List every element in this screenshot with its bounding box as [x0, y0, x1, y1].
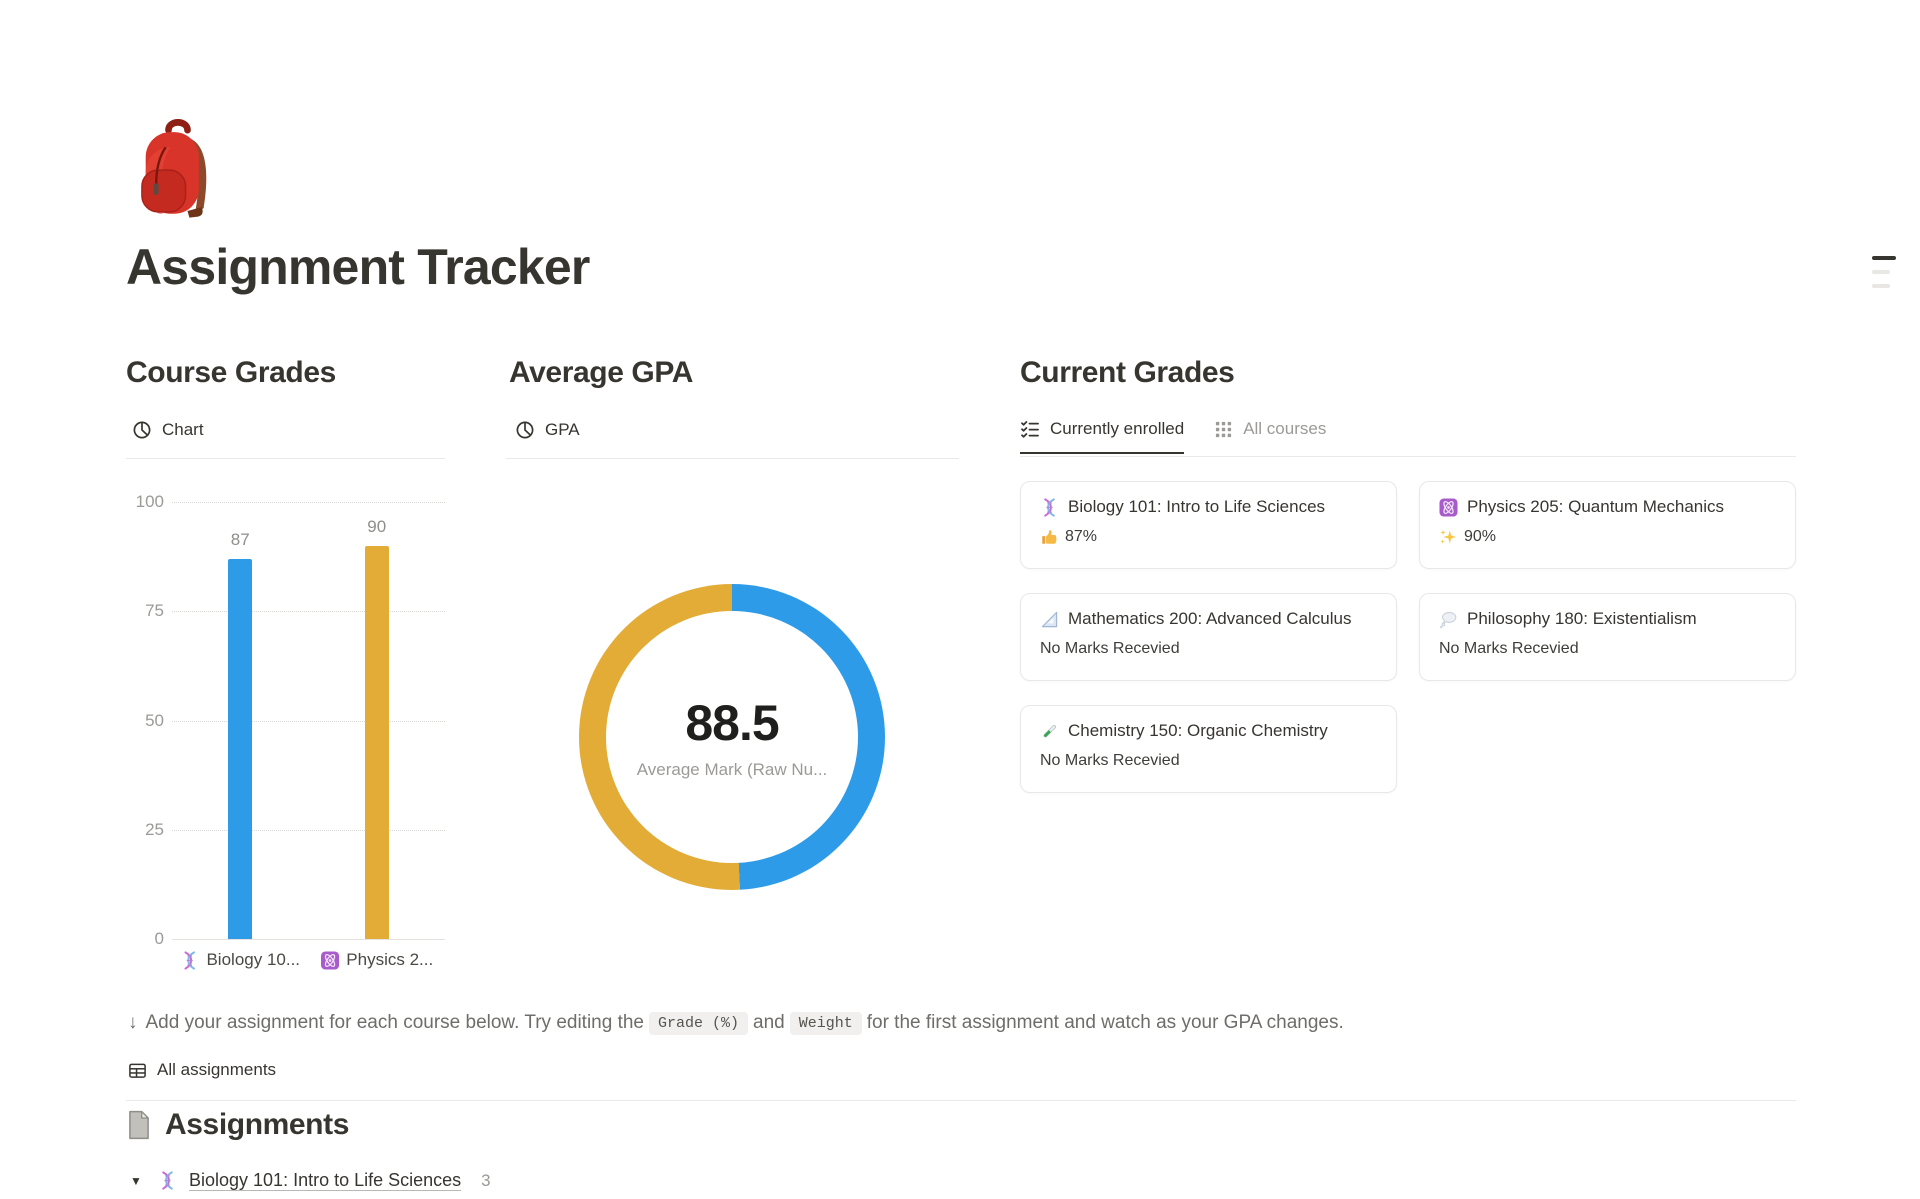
y-tick-label: 100	[135, 492, 164, 511]
x-tick-label: Physics 2...	[346, 950, 434, 969]
course-card-title: Chemistry 150: Organic Chemistry	[1040, 721, 1377, 741]
divider	[126, 1100, 1796, 1101]
bar-value-label: 90	[367, 516, 387, 536]
y-axis-ticks: 100 75 50 25 0	[126, 492, 164, 948]
course-card-grade: No Marks Recevied	[1040, 752, 1180, 769]
gridline	[172, 939, 445, 940]
group-count: 3	[481, 1170, 491, 1190]
tab-currently-enrolled[interactable]: Currently enrolled	[1020, 419, 1185, 454]
course-card-grade: No Marks Recevied	[1040, 640, 1180, 657]
course-card-grade: 90%	[1439, 528, 1776, 546]
group-title-link[interactable]: Biology 101: Intro to Life Sciences	[189, 1170, 462, 1190]
bar-0	[228, 558, 253, 939]
grade-code-chip: Grade (%)	[649, 1012, 749, 1035]
assignments-heading-label: Assignments	[165, 1108, 349, 1141]
toc-line	[1872, 284, 1890, 288]
course-card-grade: 87%	[1040, 528, 1377, 546]
sparkles-emoji	[1439, 528, 1457, 546]
x-axis-labels: Biology 10... Physics 2...	[172, 950, 445, 980]
y-tick-label: 50	[145, 710, 164, 730]
assignment-group-row: ▼ Biology 101: Intro to Life Sciences 3	[130, 1170, 491, 1191]
tab-label: All courses	[1243, 419, 1327, 438]
bar-plot-area: 87 90	[172, 502, 445, 940]
page-title: Assignment Tracker	[126, 239, 590, 295]
course-card[interactable]: Philosophy 180: Existentialism No Marks R…	[1419, 593, 1796, 681]
triangle-ruler-emoji	[1040, 610, 1059, 629]
instructions-after: for the first assignment and watch as yo…	[866, 1012, 1344, 1033]
document-icon	[126, 1110, 152, 1140]
course-card-grade: No Marks Recevied	[1439, 640, 1579, 657]
thumbs-up-emoji	[1040, 528, 1058, 546]
backpack-emoji[interactable]	[130, 115, 226, 234]
donut-center: 88.5 Average Mark (Raw Nu...	[579, 584, 885, 890]
course-card[interactable]: Biology 101: Intro to Life Sciences 87%	[1020, 481, 1397, 569]
dna-emoji	[1040, 497, 1059, 517]
gpa-embed-label: GPA	[545, 420, 580, 439]
down-arrow-icon: ↓	[128, 1012, 138, 1033]
weight-code-chip: Weight	[789, 1012, 862, 1035]
course-card-title: Biology 101: Intro to Life Sciences	[1040, 497, 1377, 517]
instructions-text: ↓ Add your assignment for each course bel…	[128, 1012, 1728, 1036]
donut-ring	[579, 584, 885, 890]
gridline	[172, 829, 445, 831]
bar-value-label: 87	[230, 529, 250, 549]
divider	[1020, 456, 1796, 457]
course-card[interactable]: Chemistry 150: Organic Chemistry No Marks…	[1020, 705, 1397, 793]
dna-emoji	[180, 950, 199, 970]
test-tube-emoji	[1040, 722, 1059, 741]
donut-subtitle: Average Mark (Raw Nu...	[636, 760, 828, 779]
all-assignments-label: All assignments	[157, 1060, 277, 1079]
dna-emoji	[158, 1171, 177, 1190]
course-cards-grid: Biology 101: Intro to Life Sciences 87% Ph…	[1020, 481, 1796, 793]
x-axis-label: Biology 10...	[180, 950, 300, 970]
y-tick-label: 0	[154, 929, 164, 948]
y-tick-label: 75	[145, 601, 164, 621]
gridline	[172, 502, 445, 503]
table-icon	[128, 1061, 147, 1080]
instructions-before: Add your assignment for each course belo…	[145, 1012, 645, 1033]
course-card[interactable]: Mathematics 200: Advanced Calculus No Mar…	[1020, 593, 1397, 681]
all-assignments-link[interactable]: All assignments	[128, 1060, 276, 1080]
atom-emoji	[1439, 497, 1458, 517]
course-card-title: Physics 205: Quantum Mechanics	[1439, 497, 1776, 517]
average-gpa-heading: Average GPA	[509, 356, 694, 389]
pie-chart-icon	[515, 420, 535, 440]
tab-label: Currently enrolled	[1050, 419, 1185, 438]
course-card[interactable]: Physics 205: Quantum Mechanics 90%	[1419, 481, 1796, 569]
toc-line-active	[1872, 256, 1896, 260]
x-axis-label: Physics 2...	[320, 950, 433, 970]
checklist-icon	[1020, 419, 1040, 439]
course-card-title: Mathematics 200: Advanced Calculus	[1040, 609, 1377, 629]
divider	[506, 458, 959, 459]
current-grades-tabs: Currently enrolled All courses	[1020, 419, 1326, 454]
chart-embed-label: Chart	[162, 420, 204, 439]
gridline	[172, 611, 445, 613]
toggle-triangle-icon[interactable]: ▼	[130, 1173, 142, 1188]
table-of-contents-icon[interactable]	[1872, 256, 1896, 288]
course-grades-bar-chart: 100 75 50 25 0 87 90 Biology 10... Physics 2..…	[126, 490, 446, 985]
bar-1	[364, 545, 389, 939]
divider	[126, 458, 445, 459]
gpa-embed-link[interactable]: GPA	[515, 420, 580, 440]
current-grades-heading: Current Grades	[1020, 356, 1235, 389]
grid-icon	[1214, 420, 1233, 439]
chart-embed-link[interactable]: Chart	[132, 420, 204, 440]
x-tick-label: Biology 10...	[206, 950, 301, 969]
atom-emoji	[320, 950, 339, 970]
pie-chart-icon	[132, 420, 152, 440]
instructions-between: and	[753, 1012, 785, 1033]
y-tick-label: 25	[145, 819, 164, 839]
tab-all-courses[interactable]: All courses	[1214, 419, 1326, 452]
toc-line	[1872, 270, 1890, 274]
donut-value: 88.5	[685, 695, 779, 751]
assignments-heading: Assignments	[126, 1108, 349, 1142]
course-grades-heading: Course Grades	[126, 356, 336, 389]
thought-balloon-emoji	[1439, 610, 1458, 629]
course-card-title: Philosophy 180: Existentialism	[1439, 609, 1776, 629]
gridline	[172, 720, 445, 722]
average-gpa-donut-chart: 88.5 Average Mark (Raw Nu...	[579, 584, 885, 890]
